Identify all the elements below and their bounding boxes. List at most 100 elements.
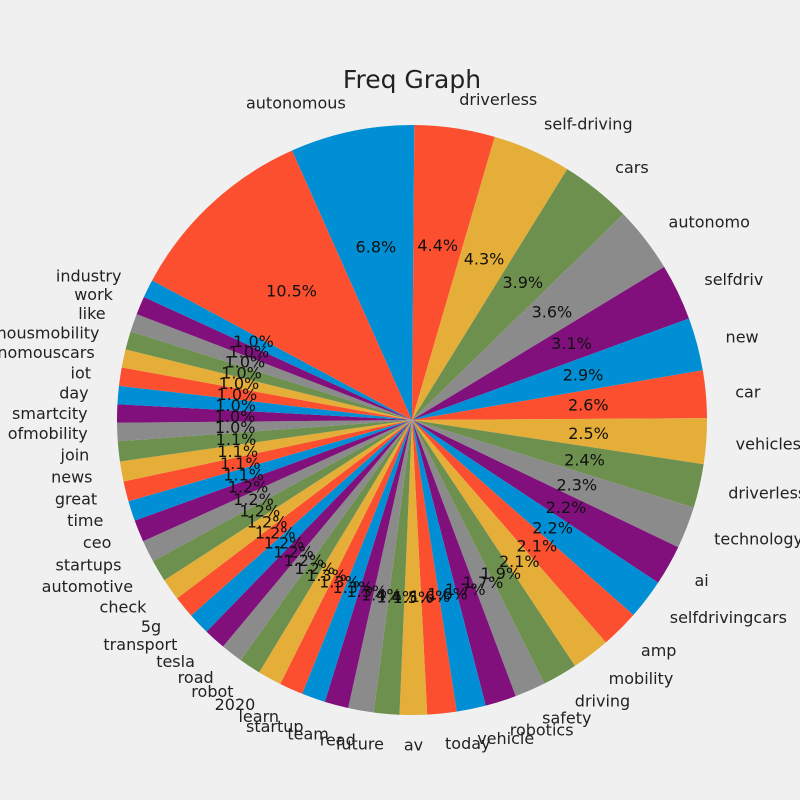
slice-percent-label: 1.1% [223, 466, 264, 485]
slice-category-label: work [74, 285, 113, 304]
slice-percent-label: 1.0% [229, 342, 270, 361]
pie-slice [118, 367, 413, 420]
pie-slice [412, 420, 545, 697]
slice-percent-label: 3.1% [551, 334, 592, 353]
slice-percent-label: 1.0% [225, 353, 266, 372]
slice-category-label: safety [542, 708, 591, 727]
pie-slice [134, 420, 412, 542]
pie-slice [412, 125, 495, 420]
pie-slice [117, 420, 413, 462]
pie-slice [412, 318, 703, 420]
slice-percent-label: 1.2% [228, 478, 269, 497]
slice-percent-label: 1.2% [247, 513, 288, 532]
pie-slice [130, 314, 412, 420]
slice-percent-label: 1.0% [215, 396, 256, 415]
slice-category-label: transport [103, 635, 177, 654]
slice-percent-label: 1.7% [463, 573, 504, 592]
pie-slice [119, 420, 413, 482]
slice-category-label: like [78, 304, 105, 323]
slice-category-label: av [404, 735, 423, 754]
slice-category-label: tesla [156, 652, 195, 671]
slice-category-label: startups [56, 555, 122, 574]
slice-category-label: robotics [510, 720, 574, 739]
pie-slice [143, 420, 412, 562]
slice-percent-label: 1.0% [215, 407, 256, 426]
slice-category-label: driverless [728, 484, 800, 503]
slice-percent-label: 2.1% [499, 552, 540, 571]
pie-slice [399, 420, 428, 715]
pie-slice [412, 169, 624, 420]
slice-category-label: industry [56, 267, 122, 286]
slice-category-label: mobility [609, 669, 674, 688]
slice-category-label: ofmobility [8, 424, 88, 443]
slice-percent-label: 1.3% [319, 572, 360, 591]
slice-percent-label: 2.2% [532, 519, 573, 538]
pie-slice [412, 420, 486, 712]
slice-percent-label: 4.4% [417, 236, 458, 255]
slice-category-label: new [726, 327, 759, 346]
pie-slice [117, 385, 413, 420]
slice-percent-label: 1.3% [346, 582, 387, 601]
slice-category-label: amp [641, 641, 677, 660]
pie-slice [412, 370, 707, 420]
slice-percent-label: 1.2% [294, 559, 335, 578]
pie-slice [164, 420, 412, 599]
slice-percent-label: 2.3% [556, 476, 597, 495]
pie-slice [348, 420, 412, 713]
slice-category-label: ceo [83, 533, 111, 552]
pie-slice [123, 420, 412, 502]
slice-category-label: vehicle [477, 729, 534, 748]
pie-slice [412, 420, 606, 666]
slice-category-label: time [67, 511, 103, 530]
slice-category-label: check [100, 597, 148, 616]
pie-slice [280, 420, 412, 694]
pie-slice [412, 418, 707, 465]
slice-percent-label: 1.2% [264, 533, 305, 552]
slice-percent-label: 1.1% [217, 442, 258, 461]
slice-category-label: technology [714, 529, 800, 548]
slice-category-label: automotive [42, 577, 133, 596]
pie-slice [177, 420, 412, 616]
slice-category-label: autonomo [669, 212, 750, 231]
slice-percent-label: 1.2% [273, 543, 314, 562]
slice-category-label: future [336, 734, 384, 753]
slice-category-label: iot [71, 363, 92, 382]
slice-category-label: read [320, 731, 356, 750]
slice-category-label: learn [238, 707, 279, 726]
pie-slice [143, 280, 412, 420]
slice-percent-label: 2.4% [564, 451, 605, 470]
slice-category-label: robot [191, 682, 233, 701]
slice-category-label: driverless [459, 90, 537, 109]
pie-slice [117, 404, 412, 423]
pie-slice [121, 349, 412, 420]
pie-slice [412, 420, 694, 548]
slice-percent-label: 1.6% [427, 584, 468, 603]
pie-slice [292, 125, 415, 420]
slice-category-label: driving [575, 692, 630, 711]
slice-percent-label: 1.1% [216, 430, 257, 449]
pie-slice [412, 420, 575, 684]
slice-category-label: smartcity [12, 404, 88, 423]
pie-slice [191, 420, 412, 632]
pie-slice [412, 420, 704, 508]
slice-category-label: join [60, 446, 90, 465]
slice-category-label: great [55, 490, 97, 509]
slice-category-label: vehicles [736, 434, 800, 453]
pie-slice [259, 420, 412, 684]
slice-category-label: startup [246, 717, 304, 736]
pie-slice [117, 420, 412, 442]
percent-labels: 6.8% 4.4% 4.3% 3.9% 3.6% 3.1% 2.9% 2.6% 2.5% 2.4%… [215, 236, 609, 607]
slice-percent-label: 1.2% [233, 490, 274, 509]
slice-percent-label: 1.4% [361, 585, 402, 604]
slice-category-label: road [178, 668, 214, 687]
pie-slice [152, 420, 412, 581]
slice-percent-label: 1.0% [233, 332, 274, 351]
slice-category-label: selfdriv [704, 270, 763, 289]
slice-category-label: selfdrivingcars [670, 608, 787, 627]
slice-percent-label: 1.6% [410, 587, 451, 606]
slice-category-label: 5g [141, 617, 161, 636]
pie-slice [412, 420, 634, 643]
slice-category-label: day [59, 384, 88, 403]
slice-percent-label: 1.5% [392, 588, 433, 607]
